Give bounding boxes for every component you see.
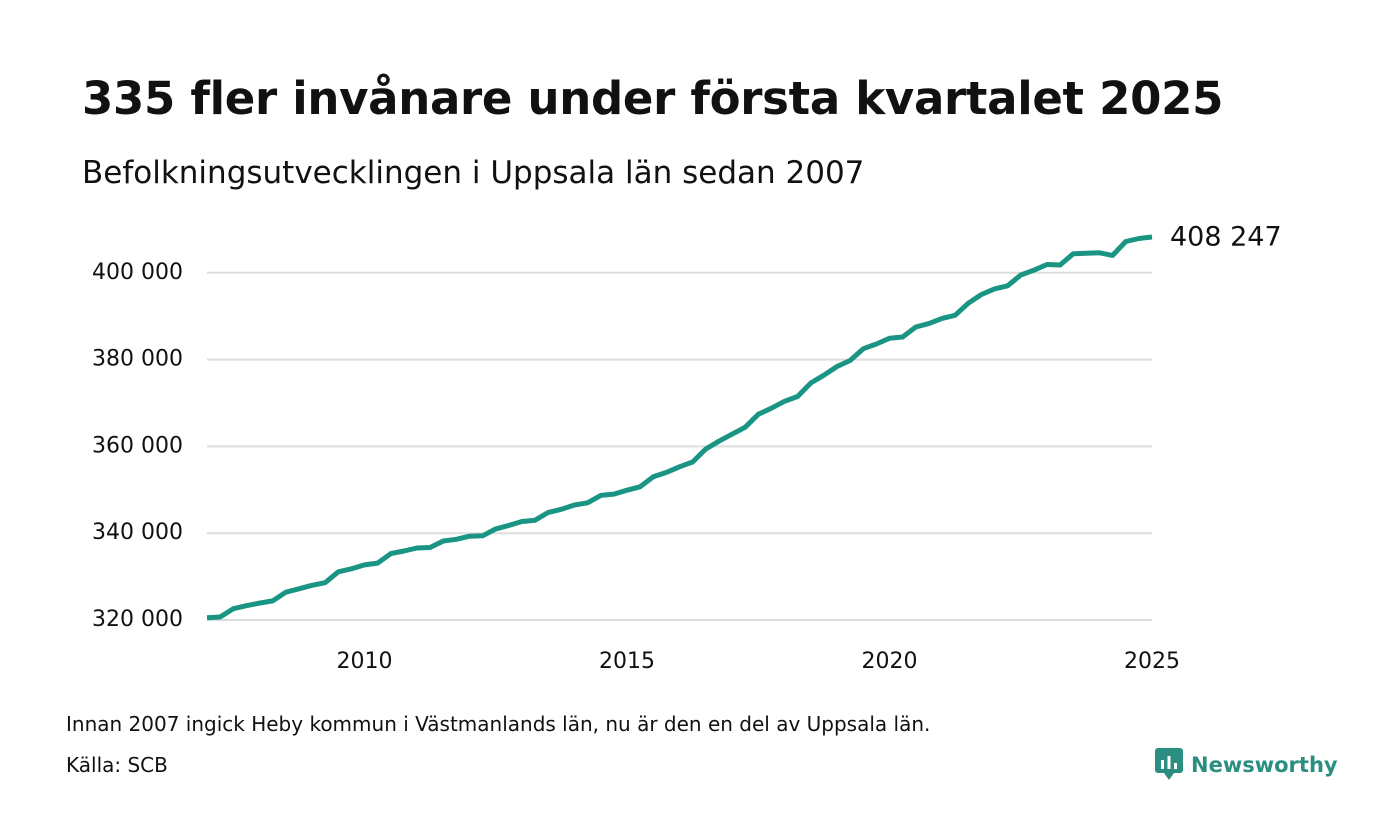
- x-tick-label: 2025: [1124, 649, 1180, 674]
- chart-subtitle: Befolkningsutvecklingen i Uppsala län se…: [82, 155, 865, 191]
- y-tick-label: 340 000: [92, 520, 183, 545]
- y-tick-label: 320 000: [92, 607, 183, 632]
- x-tick-label: 2010: [337, 649, 393, 674]
- footnote: Innan 2007 ingick Heby kommun i Västmanl…: [66, 712, 931, 736]
- x-tick-label: 2020: [862, 649, 918, 674]
- y-tick-label: 400 000: [92, 260, 183, 285]
- gridlines: [207, 271, 1152, 621]
- source-label: Källa: SCB: [66, 753, 168, 777]
- series-line: [206, 234, 1153, 621]
- brand-name: Newsworthy: [1191, 753, 1338, 777]
- x-axis-labels: 2010 2015 2020 2025: [337, 649, 1181, 674]
- x-tick-label: 2015: [599, 649, 655, 674]
- chart-title: 335 fler invånare under första kvartalet…: [82, 72, 1224, 125]
- end-value-label: 408 247: [1170, 222, 1282, 253]
- line-chart: 320 000 340 000 360 000 380 000 400 000 2010…: [92, 222, 1282, 675]
- y-axis-labels: 320 000 340 000 360 000 380 000 400 000: [92, 260, 183, 632]
- y-tick-label: 360 000: [92, 433, 183, 458]
- brand-logo: Newsworthy: [1155, 746, 1338, 784]
- series-layer: [206, 234, 1153, 621]
- y-tick-label: 380 000: [92, 347, 183, 372]
- newsworthy-logo-icon: [1155, 746, 1183, 784]
